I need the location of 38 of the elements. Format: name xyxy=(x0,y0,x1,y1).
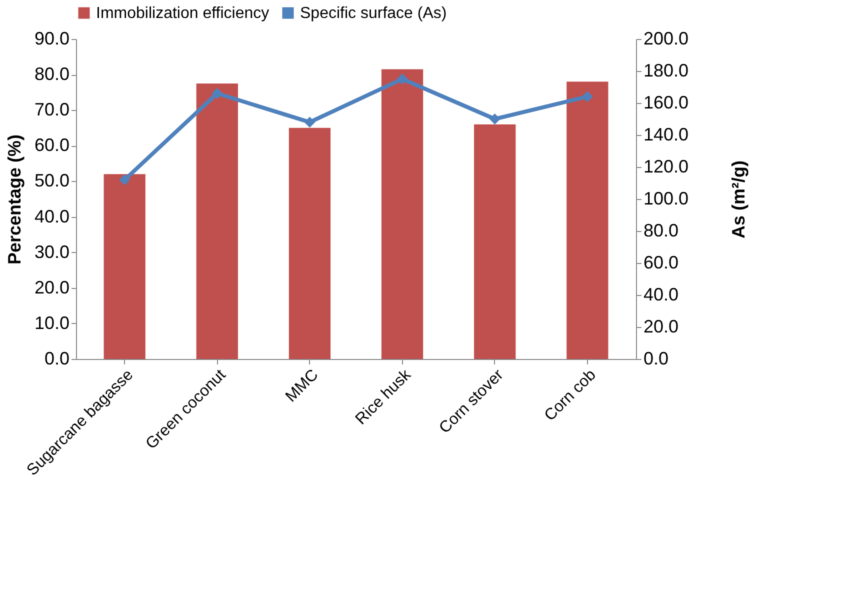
y-tick-label: 30.0 xyxy=(34,242,70,262)
y-tick-label: 10.0 xyxy=(34,312,70,333)
point xyxy=(582,91,593,102)
point xyxy=(304,116,316,128)
bar xyxy=(474,124,516,359)
point xyxy=(119,174,130,186)
bar xyxy=(104,174,146,359)
y2-tick-label: 120.0 xyxy=(644,156,689,176)
y2-axis-title: As (m²/g) xyxy=(728,160,749,238)
y2-tick-label: 200.0 xyxy=(644,28,689,48)
y-tick-label: 50.0 xyxy=(34,170,70,191)
y2-tick-label: 180.0 xyxy=(644,60,689,80)
y2-tick-label: 40.0 xyxy=(644,284,679,304)
y-tick-label: 60.0 xyxy=(34,135,70,156)
y2-tick-label: 100.0 xyxy=(644,188,689,208)
y-tick-label: 20.0 xyxy=(34,277,70,298)
y-tick-label: 80.0 xyxy=(34,64,70,84)
point xyxy=(212,88,223,99)
bar xyxy=(381,69,424,359)
bar xyxy=(196,83,238,359)
y-tick-label: 70.0 xyxy=(34,100,70,120)
y-tick-label: 40.0 xyxy=(34,206,70,226)
y2-tick-label: 0.0 xyxy=(644,348,669,368)
legend-label: Specific surface (As) xyxy=(300,5,447,22)
legend-label: Immobilization efficiency xyxy=(96,5,270,22)
bar xyxy=(288,128,331,359)
y2-tick-label: 140.0 xyxy=(644,124,689,144)
point xyxy=(396,74,408,84)
x-tick-label: Corn cob xyxy=(542,366,600,424)
y2-tick-label: 60.0 xyxy=(644,252,679,272)
y2-tick-label: 160.0 xyxy=(644,92,689,112)
y-axis-title: Percentage (%) xyxy=(4,134,24,265)
y-tick-label: 90.0 xyxy=(34,28,70,48)
point xyxy=(489,114,500,124)
y2-tick-label: 80.0 xyxy=(644,220,679,240)
y2-tick-label: 20.0 xyxy=(644,316,679,336)
bar xyxy=(566,82,608,359)
y-tick-label: 0.0 xyxy=(44,348,70,368)
